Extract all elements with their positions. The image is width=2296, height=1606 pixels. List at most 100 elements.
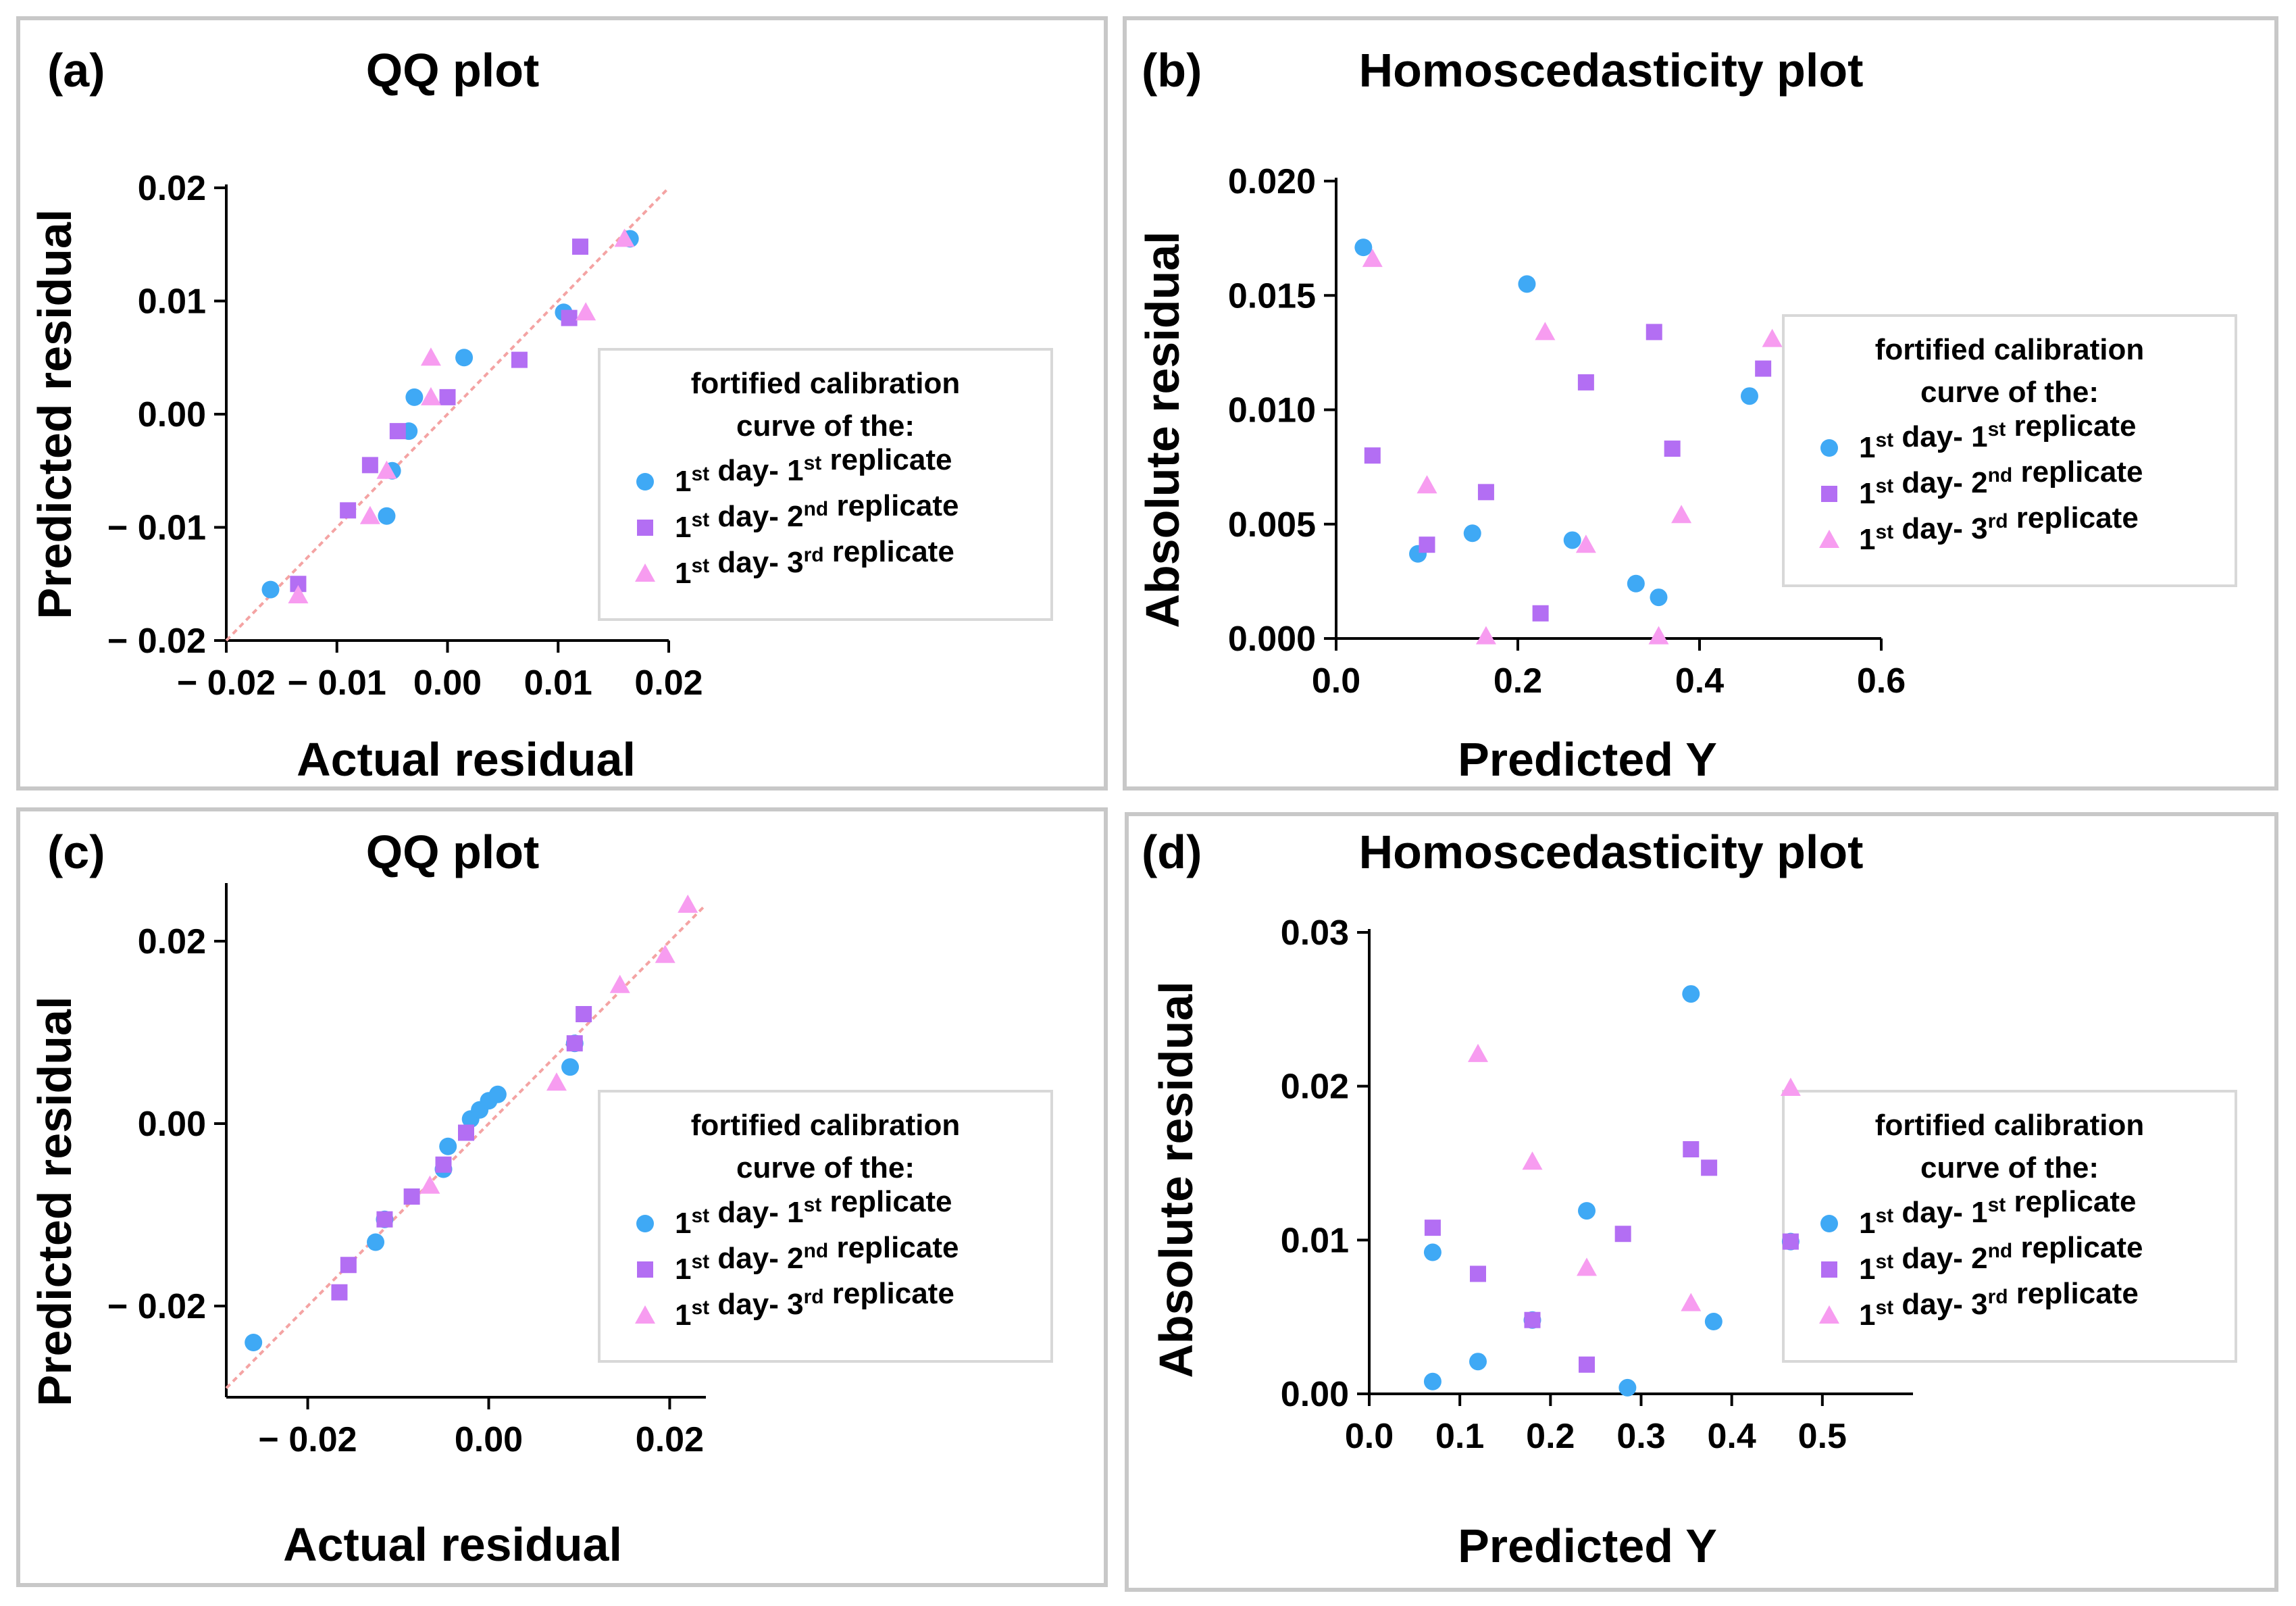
y-tick-label: 0.01	[138, 282, 206, 322]
data-point	[1423, 1243, 1442, 1261]
panel-d: (d) Homoscedasticity plot 0.0 0.1 0.2 0.3 0.4 0…	[1125, 812, 2278, 1592]
legend-heading: curve of the:	[1920, 1151, 2099, 1184]
series-2	[1364, 324, 1772, 622]
panel-title: QQ plot	[366, 826, 540, 878]
panel-tag: (b)	[1142, 44, 1202, 97]
data-point	[420, 386, 441, 405]
data-point	[1681, 1293, 1702, 1311]
data-point	[245, 1334, 263, 1351]
data-point	[678, 895, 698, 913]
data-point	[435, 1156, 452, 1173]
data-point	[1522, 1151, 1543, 1170]
data-point	[1532, 605, 1549, 622]
data-point	[1364, 447, 1381, 464]
panel-title: QQ plot	[366, 44, 540, 97]
x-tick-label: 0.2	[1494, 661, 1542, 701]
legend-entry-label: 1st day- 1st replicate	[1859, 409, 2136, 464]
data-point	[439, 388, 456, 405]
y-tick-label: − 0.02	[107, 1287, 206, 1326]
legend-heading: fortified calibration	[1875, 1109, 2144, 1142]
data-point	[1683, 1141, 1700, 1158]
data-point	[1577, 374, 1594, 391]
x-tick-label: 0.6	[1857, 661, 1906, 701]
legend-entry-label: 1st day- 1st replicate	[675, 1185, 952, 1240]
data-point	[1518, 275, 1536, 293]
data-point	[1469, 1353, 1487, 1371]
data-point	[1701, 1159, 1718, 1176]
x-tick-label: 0.1	[1435, 1417, 1484, 1456]
data-point	[361, 457, 378, 474]
data-point	[1577, 1257, 1597, 1276]
reference-line	[225, 186, 670, 642]
y-tick-label: 0.005	[1228, 505, 1316, 545]
data-point	[1648, 626, 1669, 645]
x-tick-label: 0.0	[1345, 1417, 1394, 1456]
legend-entry-label: 1st day- 3rd replicate	[675, 535, 954, 590]
series-3	[419, 895, 698, 1194]
data-point	[439, 1137, 457, 1155]
y-tick-label: 0.03	[1281, 913, 1349, 953]
data-point	[378, 507, 396, 525]
data-point	[1419, 536, 1435, 553]
y-tick-label: 0.00	[138, 1105, 206, 1144]
legend-marker-circle	[636, 1215, 654, 1232]
legend-marker-square	[1821, 1261, 1837, 1278]
data-point	[1740, 387, 1758, 405]
data-point	[614, 228, 635, 247]
data-point	[1575, 534, 1596, 553]
y-tick-label: − 0.02	[107, 622, 206, 661]
legend-entry-label: 1st day- 1st replicate	[1859, 1185, 2136, 1240]
data-point	[1618, 1378, 1637, 1397]
data-point	[1524, 1311, 1541, 1328]
panel-a: (a) QQ plot − 0.02 − 0.01 0.00 0.01 0.02 0.02 0.…	[16, 16, 1108, 791]
legend-marker-triangle	[635, 1305, 655, 1324]
y-tick-label: 0.00	[1281, 1375, 1349, 1414]
legend-entry-label: 1st day- 3rd replicate	[1859, 1277, 2139, 1332]
x-tick-label: 0.4	[1708, 1417, 1756, 1456]
data-point	[1463, 524, 1481, 543]
series-3	[1468, 1043, 1801, 1311]
x-tick-label: − 0.01	[288, 663, 386, 703]
panel-tag: (d)	[1142, 826, 1202, 878]
data-point	[1579, 1356, 1595, 1373]
y-tick-label: 0.010	[1228, 391, 1316, 430]
data-point	[1614, 1226, 1631, 1243]
data-point	[261, 580, 280, 599]
data-point	[511, 351, 528, 368]
legend-marker-square	[637, 1261, 653, 1278]
series-2	[331, 1006, 592, 1301]
data-point	[488, 1085, 507, 1103]
data-point	[288, 585, 309, 603]
x-axis-title: Actual residual	[297, 733, 636, 786]
legend-box	[598, 1090, 1053, 1363]
legend-heading: fortified calibration	[691, 1109, 960, 1142]
x-tick-label: − 0.02	[259, 1420, 357, 1459]
data-point	[655, 945, 675, 963]
data-point	[561, 309, 578, 326]
y-tick-label: 0.02	[138, 169, 206, 208]
legend-box	[1782, 1090, 2237, 1363]
data-point	[1423, 1372, 1442, 1390]
legend-entry-label: 1st day- 2nd replicate	[675, 1231, 959, 1286]
panel-title: Homoscedasticity plot	[1359, 44, 1864, 97]
y-tick-label: 0.020	[1228, 162, 1316, 201]
legend-entry-label: 1st day- 1st replicate	[675, 443, 952, 498]
data-point	[1682, 985, 1700, 1003]
series-3	[1362, 249, 1783, 645]
legend-heading: curve of the:	[736, 409, 915, 443]
x-tick-label: 0.00	[455, 1420, 523, 1459]
y-axis-title: Predicted residual	[28, 997, 81, 1407]
series-2	[290, 239, 588, 593]
x-tick-label: − 0.02	[177, 663, 276, 703]
data-point	[1470, 1265, 1486, 1282]
legend-entry-label: 1st day- 3rd replicate	[675, 1277, 954, 1332]
x-tick-label: 0.5	[1798, 1417, 1847, 1456]
data-point	[1671, 505, 1692, 524]
legend-box	[1782, 314, 2237, 587]
data-point	[1704, 1312, 1723, 1330]
data-point	[403, 1188, 420, 1205]
data-point	[340, 1257, 357, 1274]
